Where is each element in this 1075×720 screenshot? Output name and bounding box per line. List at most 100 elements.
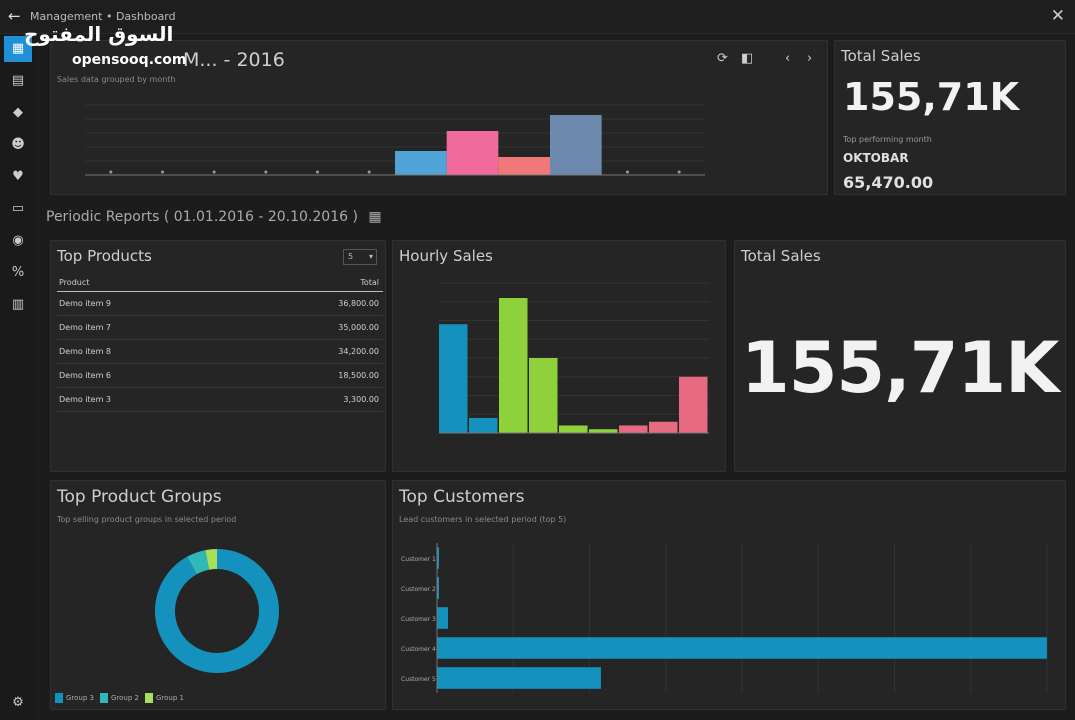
table-row[interactable]: Demo item 8 34,200.00 [57,339,383,364]
logo-latin: opensooq.com [72,52,187,68]
close-icon[interactable]: ✕ [1050,6,1065,26]
category-label: Customer 5 [401,676,436,683]
top-count-value: 5 [348,252,354,261]
top-product-groups-subtitle: Top selling product groups in selected p… [57,515,237,524]
product-total: 36,800.00 [231,291,383,316]
title-bar: ← Management • Dashboard ✕ [0,0,1075,34]
legend-swatch [55,693,63,703]
legend-item[interactable]: Group 2 [100,693,139,703]
empty-point [109,170,113,174]
bar [529,358,558,433]
top-count-select[interactable]: 5 ▾ [343,249,377,265]
settings-icon[interactable]: ⚙ [12,695,24,710]
legend-label: Group 1 [156,694,184,702]
product-total: 35,000.00 [231,315,383,340]
table-row[interactable]: Demo item 7 35,000.00 [57,315,383,340]
legend-label: Group 3 [66,694,94,702]
product-total: 18,500.00 [231,363,383,388]
bar [439,324,468,433]
calendar-icon[interactable]: ▦ [368,209,382,225]
hourly-sales-title: Hourly Sales [399,247,493,265]
empty-point [626,170,629,174]
legend-item[interactable]: Group 3 [55,693,94,703]
monthly-subtitle: Sales data grouped by month [57,75,176,84]
bar [437,577,439,599]
bar [559,425,588,433]
chevron-down-icon: ▾ [368,252,373,261]
category-label: Customer 3 [401,616,436,623]
bar [649,421,678,433]
top-products-title: Top Products [57,247,152,265]
product-total: 3,300.00 [231,387,383,412]
logo-arabic: السوق المفتوح [24,22,174,46]
chevron-right-icon[interactable]: › [807,51,813,66]
heart-icon[interactable]: ♥ [12,169,24,184]
empty-point [264,170,268,174]
column-total[interactable]: Total [231,275,383,292]
groups-legend: Group 3 Group 2 Group 1 [55,693,184,703]
bar [679,376,708,433]
product-name: Demo item 7 [57,315,232,340]
top-products-table: Product Total Demo item 9 36,800.00 Demo … [57,275,383,412]
opensooq-logo: السوق المفتوح opensooq.com [24,22,187,74]
bar [437,607,448,629]
top-product-groups-panel: Top Product Groups Top selling product g… [50,480,386,710]
bar [437,637,1047,659]
category-label: Customer 4 [401,646,436,653]
customers-chart: Customer 1 Customer 2 Customer 3 Customer 4… [401,543,1048,693]
refresh-icon[interactable]: ⟳ [717,51,728,66]
book-icon[interactable]: ▥ [11,297,25,312]
users-icon[interactable]: ☻ [11,137,25,152]
hourly-chart [439,282,709,434]
top-products-panel: Top Products 5 ▾ Product Total Demo item … [50,240,386,472]
top-customers-subtitle: Lead customers in selected period (top 5… [399,515,567,524]
empty-point [316,170,319,174]
category-label: Customer 2 [401,586,436,593]
table-header-row: Product Total [57,275,383,292]
arrow-left-icon[interactable]: ← [8,7,21,25]
bar [619,425,648,433]
donut-slice [205,549,217,570]
product-total: 34,200.00 [231,339,383,364]
percent-icon[interactable]: % [11,265,25,280]
best-month-label: Top performing month [843,135,932,144]
category-label: Customer 1 [401,556,436,563]
empty-point [677,170,681,174]
product-name: Demo item 3 [57,387,232,412]
legend-label: Group 2 [111,694,139,702]
total-sales-panel: Total Sales 155,71K [734,240,1066,472]
donut-slice [187,550,210,575]
toggle-icon[interactable]: ◧ [741,51,754,66]
globe-icon[interactable]: ◉ [12,233,24,248]
top-customers-title: Top Customers [399,487,525,507]
total-sales-value: 155,71K [741,327,1059,409]
bar [469,418,498,433]
bar [437,547,439,569]
empty-point [367,170,371,174]
table-row[interactable]: Demo item 6 18,500.00 [57,363,383,388]
document-icon[interactable]: ▤ [11,73,25,88]
sidebar: ▦ ▤ ◆ ☻ ♥ ▭ ◉ % ▥ ⚙ [0,34,36,720]
monthly-sales-panel: M... - 2016 Sales data grouped by month … [50,40,828,195]
monthly-chart [85,104,705,176]
hourly-sales-panel: Hourly Sales [392,240,726,472]
top-customers-panel: Top Customers Lead customers in selected… [392,480,1066,710]
total-sales-title: Total Sales [741,247,821,265]
bar [550,115,602,175]
top-product-groups-title: Top Product Groups [57,487,222,507]
card-icon[interactable]: ▭ [11,201,25,216]
bar [498,157,550,175]
breadcrumb: Management • Dashboard [30,10,176,23]
legend-swatch [145,693,153,703]
chevron-left-icon[interactable]: ‹ [785,51,791,66]
groups-chart [155,549,279,673]
column-product[interactable]: Product [57,275,232,292]
product-name: Demo item 8 [57,339,232,364]
legend-item[interactable]: Group 1 [145,693,184,703]
bar [437,667,601,689]
total-sales-summary-value: 155,71K [843,75,1020,119]
dashboard-icon[interactable]: ▦ [4,36,32,62]
table-row[interactable]: Demo item 3 3,300.00 [57,387,383,412]
tag-icon[interactable]: ◆ [13,105,23,120]
table-row[interactable]: Demo item 9 36,800.00 [57,291,383,316]
